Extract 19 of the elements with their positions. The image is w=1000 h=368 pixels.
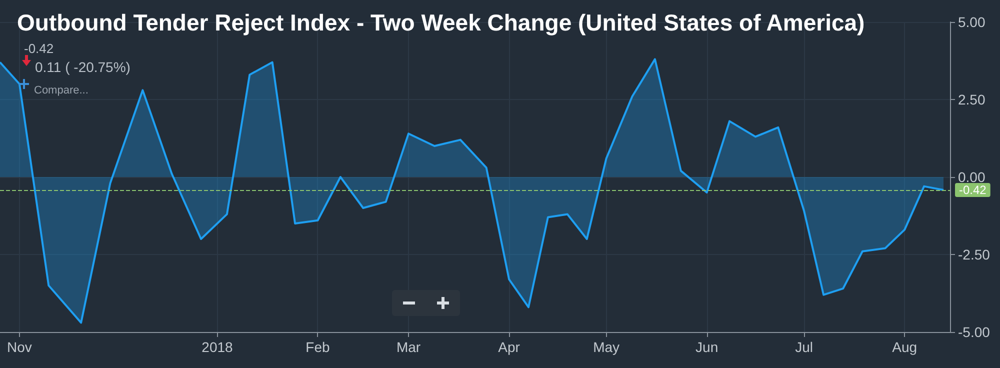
x-tick-label: Feb — [306, 339, 330, 355]
annotation: -0.42 — [24, 41, 54, 56]
x-tick-label: Mar — [396, 339, 421, 355]
x-tick-label: May — [593, 339, 620, 355]
y-tick-label: 5.00 — [958, 14, 986, 30]
annotation: Compare... — [34, 84, 88, 96]
x-tick-label: Nov — [7, 339, 32, 355]
annotation: 0.11 ( -20.75%) — [35, 59, 130, 75]
y-tick-label: -5.00 — [958, 324, 990, 340]
x-tick-label: Jul — [795, 339, 814, 355]
y-tick-label: 0.00 — [958, 169, 986, 185]
y-tick-label: -2.50 — [958, 246, 990, 262]
x-tick-label: Aug — [892, 339, 918, 355]
ref-line-label: -0.42 — [959, 183, 987, 198]
x-tick-label: Apr — [498, 339, 520, 355]
x-tick-label: 2018 — [202, 339, 234, 355]
x-tick-label: Jun — [696, 339, 718, 355]
chart-title: Outbound Tender Reject Index - Two Week Change (United States of America) — [17, 10, 865, 36]
y-tick-label: 2.50 — [958, 92, 986, 108]
